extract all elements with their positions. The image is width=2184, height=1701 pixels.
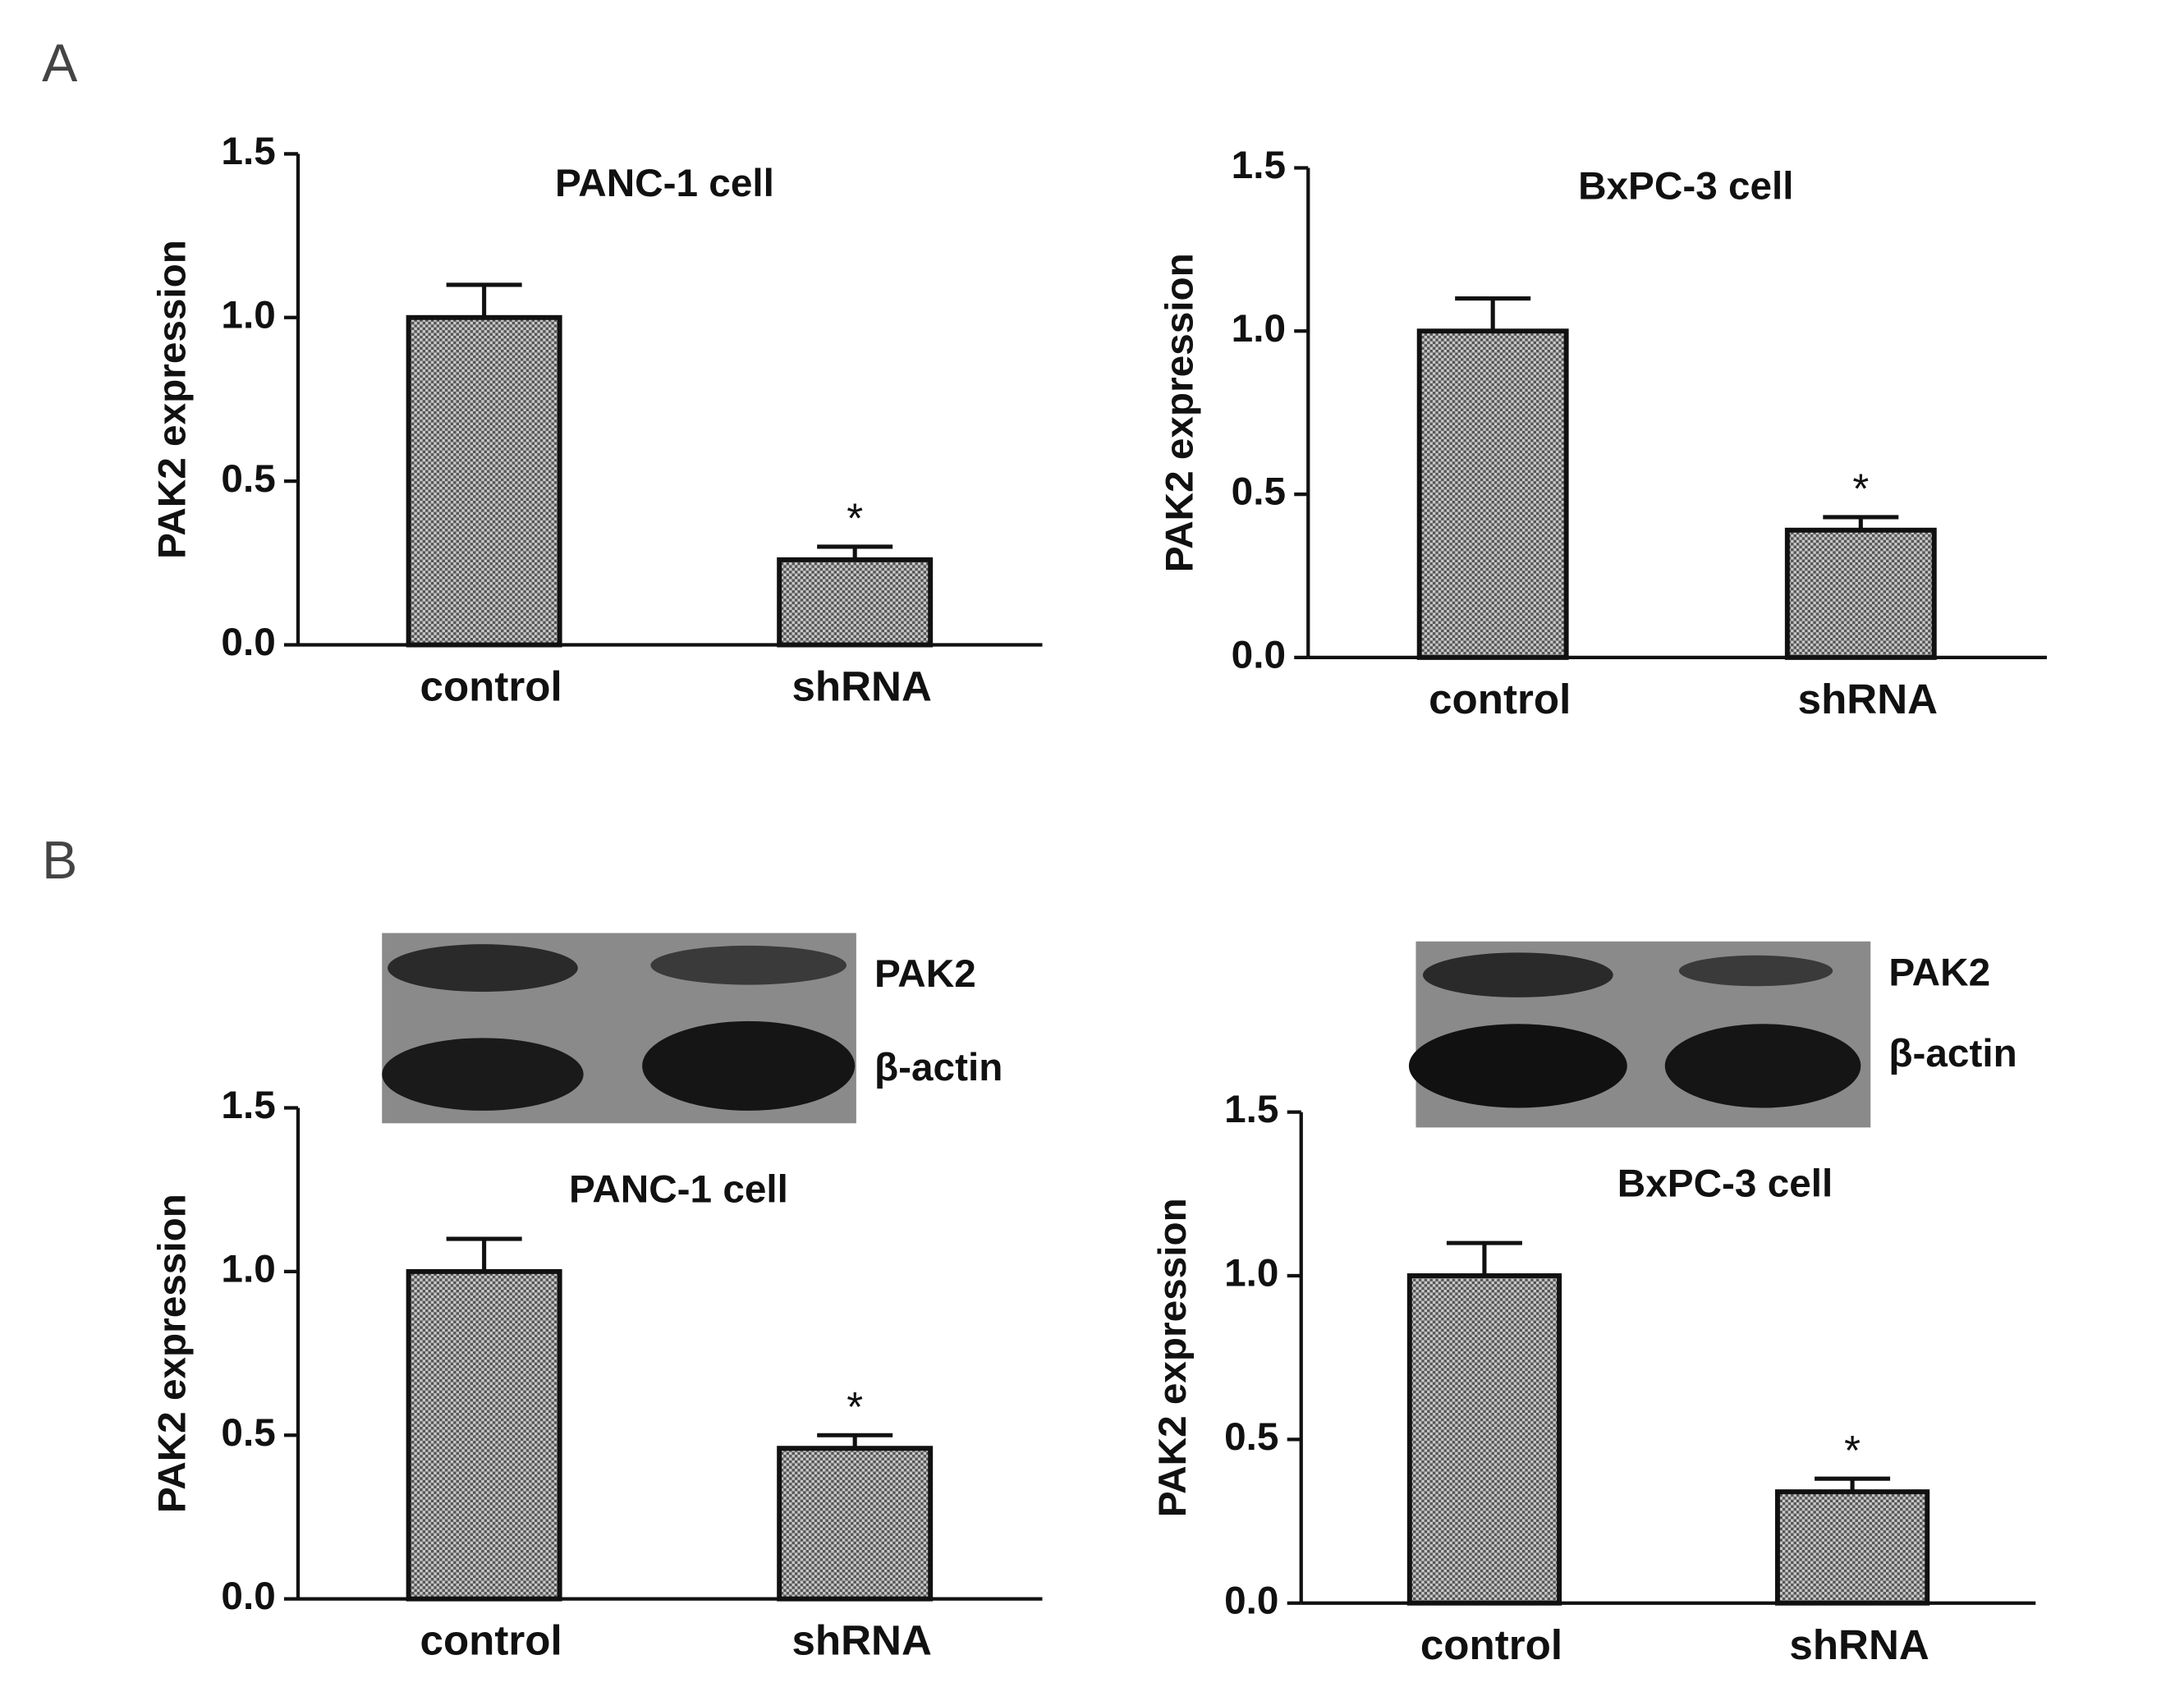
chart-title: PANC-1 cell: [569, 1167, 788, 1211]
y-tick-label: 1.0: [1224, 1252, 1278, 1295]
bar: [406, 1268, 562, 1602]
y-tick-label: 0.5: [221, 457, 275, 501]
significance-mark: *: [1852, 465, 1869, 512]
chart-title: PANC-1 cell: [555, 162, 774, 205]
y-tick-label: 0.5: [221, 1411, 275, 1455]
blot-label: β-actin: [1888, 1032, 2017, 1075]
bar: [406, 314, 562, 648]
y-tick-label: 0.5: [1232, 470, 1286, 514]
x-tick-label: shRNA: [792, 1617, 932, 1664]
significance-mark: *: [1844, 1427, 1861, 1474]
panel-label: B: [42, 830, 77, 890]
x-tick-label: control: [1429, 676, 1571, 722]
y-axis-label: PAK2 expression: [1159, 253, 1202, 572]
blot-label: PAK2: [1888, 951, 1990, 994]
blot-label: PAK2: [874, 952, 976, 996]
y-tick-label: 1.0: [221, 293, 275, 337]
chart-title: BxPC-3 cell: [1578, 165, 1793, 209]
y-tick-label: 1.5: [221, 1084, 275, 1127]
significance-mark: *: [847, 1383, 863, 1430]
x-tick-label: control: [420, 663, 562, 710]
x-tick-label: shRNA: [1789, 1621, 1929, 1668]
x-tick-label: control: [1420, 1621, 1562, 1668]
y-tick-label: 1.0: [221, 1247, 275, 1291]
y-tick-label: 1.5: [1224, 1088, 1278, 1131]
bar: [777, 1446, 934, 1602]
significance-mark: *: [847, 495, 863, 542]
y-tick-label: 0.0: [1224, 1579, 1278, 1622]
bar: [777, 557, 934, 648]
chart-title: BxPC-3 cell: [1617, 1162, 1833, 1206]
bar: [1774, 1489, 1930, 1606]
y-axis-label: PAK2 expression: [151, 240, 195, 559]
y-tick-label: 0.0: [221, 1575, 275, 1618]
x-tick-label: shRNA: [1798, 676, 1938, 722]
bar: [1406, 1273, 1562, 1606]
x-tick-label: control: [420, 1617, 562, 1664]
y-tick-label: 0.5: [1224, 1415, 1278, 1459]
y-tick-label: 1.5: [221, 130, 275, 173]
x-tick-label: shRNA: [792, 663, 932, 710]
y-axis-label: PAK2 expression: [151, 1194, 195, 1513]
y-tick-label: 1.0: [1232, 307, 1286, 351]
blot-image: [382, 933, 1871, 1128]
bar: [1784, 527, 1937, 660]
y-tick-label: 1.5: [1232, 144, 1286, 187]
bar: [1416, 328, 1569, 660]
panel-label: A: [42, 33, 78, 93]
y-tick-label: 0.0: [221, 621, 275, 664]
blot-label: β-actin: [874, 1046, 1003, 1089]
y-tick-label: 0.0: [1232, 633, 1286, 676]
y-axis-label: PAK2 expression: [1151, 1198, 1195, 1517]
